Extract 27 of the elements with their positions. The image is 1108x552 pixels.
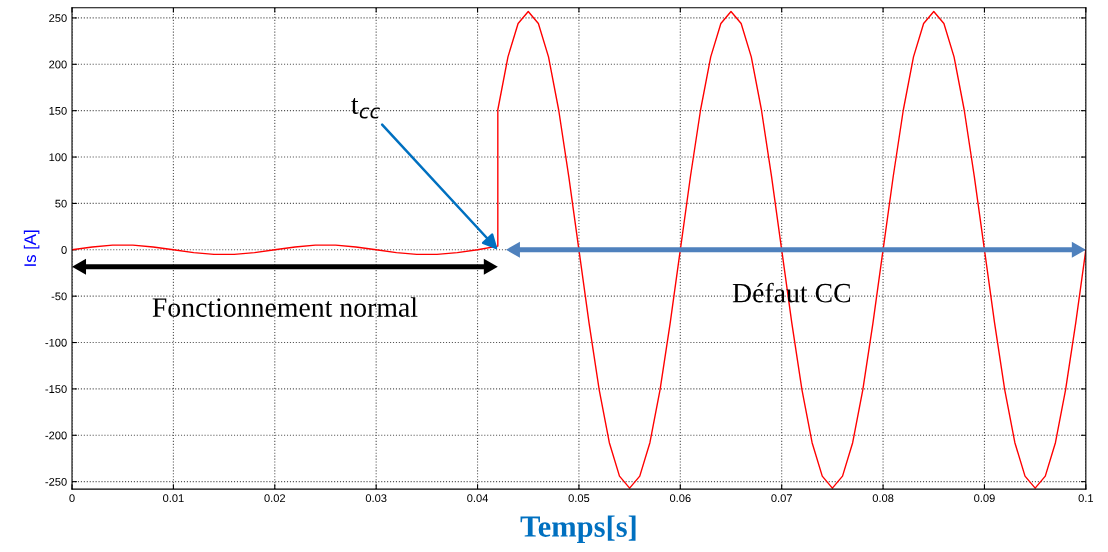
y-tick-label: -50 bbox=[51, 292, 67, 301]
y-tick-label: 0 bbox=[61, 246, 67, 254]
y-tick-label: 50 bbox=[55, 199, 67, 208]
x-tick-label: 0 bbox=[69, 494, 75, 503]
y-tick-label: -250 bbox=[45, 477, 67, 486]
line-series bbox=[72, 10, 1086, 489]
y-tick-label: 150 bbox=[49, 106, 67, 115]
x-tick-label: 0.03 bbox=[365, 494, 387, 503]
x-tick-label: 0.06 bbox=[669, 494, 691, 503]
y-tick-label: 250 bbox=[49, 14, 67, 23]
x-tick-label: 0.1 bbox=[1078, 494, 1094, 503]
x-tick-label: 0.08 bbox=[872, 494, 894, 503]
annotation: t$_{cc}$ bbox=[351, 98, 380, 119]
x-axis-title: Temps[s] bbox=[520, 515, 636, 544]
x-tick-label: 0.02 bbox=[264, 494, 286, 503]
annotation: Fonctionnement normal bbox=[152, 297, 418, 317]
y-tick-label: 100 bbox=[49, 153, 67, 162]
y-tick-label: -200 bbox=[45, 431, 67, 440]
y-tick-label: -100 bbox=[45, 338, 67, 347]
x-tick-label: 0.09 bbox=[974, 494, 995, 503]
y-tick-label: -150 bbox=[45, 385, 67, 394]
x-tick-label: 0.05 bbox=[568, 494, 590, 503]
y-tick-label: 200 bbox=[49, 60, 67, 69]
x-tick-label: 0.04 bbox=[467, 494, 489, 503]
x-tick-label: 0.07 bbox=[771, 494, 792, 503]
y-axis-title: Is [A] bbox=[23, 230, 40, 266]
x-tick-label: 0.01 bbox=[163, 494, 184, 503]
